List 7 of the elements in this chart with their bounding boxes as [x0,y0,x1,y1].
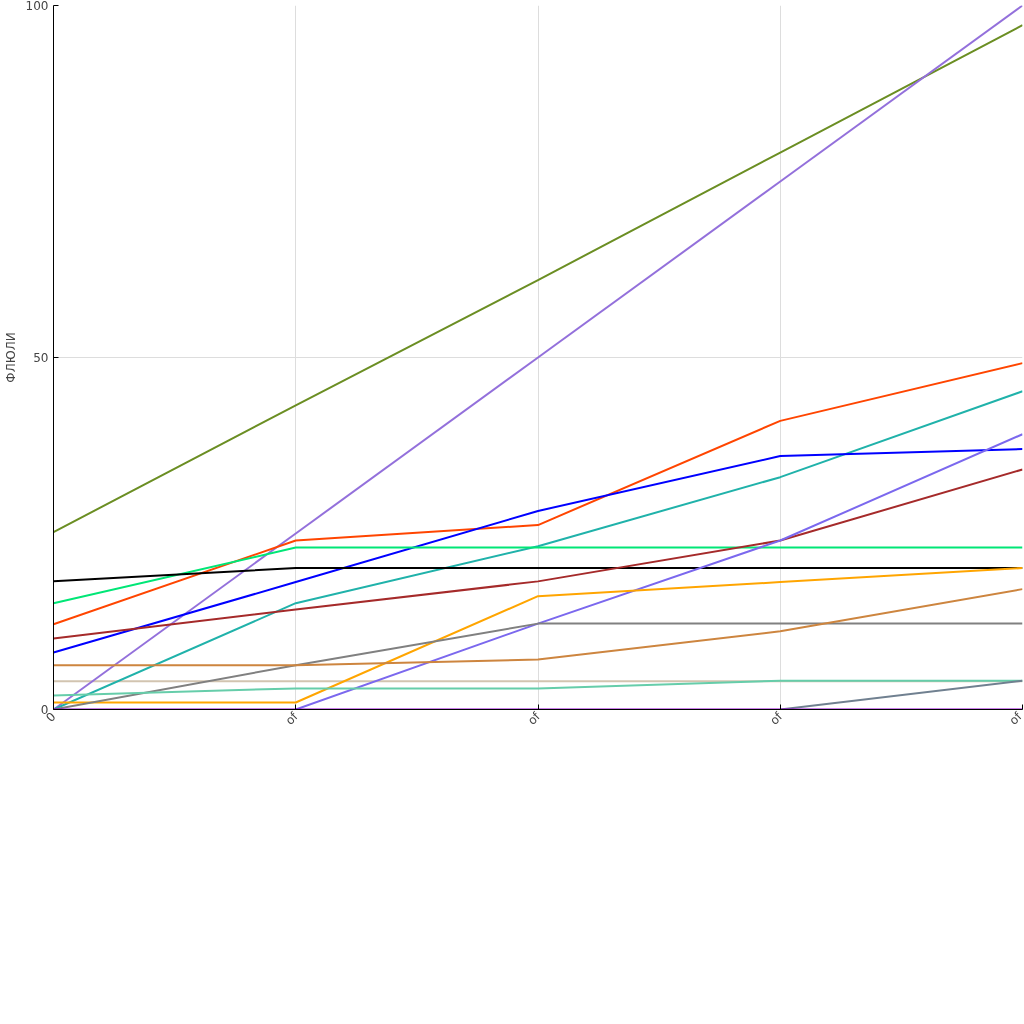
x-tick-label: of [1006,709,1024,728]
y-tick-label: 50 [33,351,49,365]
x-tick-label: of [282,709,302,728]
y-tick-label: 100 [25,0,49,13]
x-tick-label: of [767,709,786,728]
x-tick-label: of [524,709,544,728]
y-axis-title: ФЛЮЛИ [3,332,18,383]
